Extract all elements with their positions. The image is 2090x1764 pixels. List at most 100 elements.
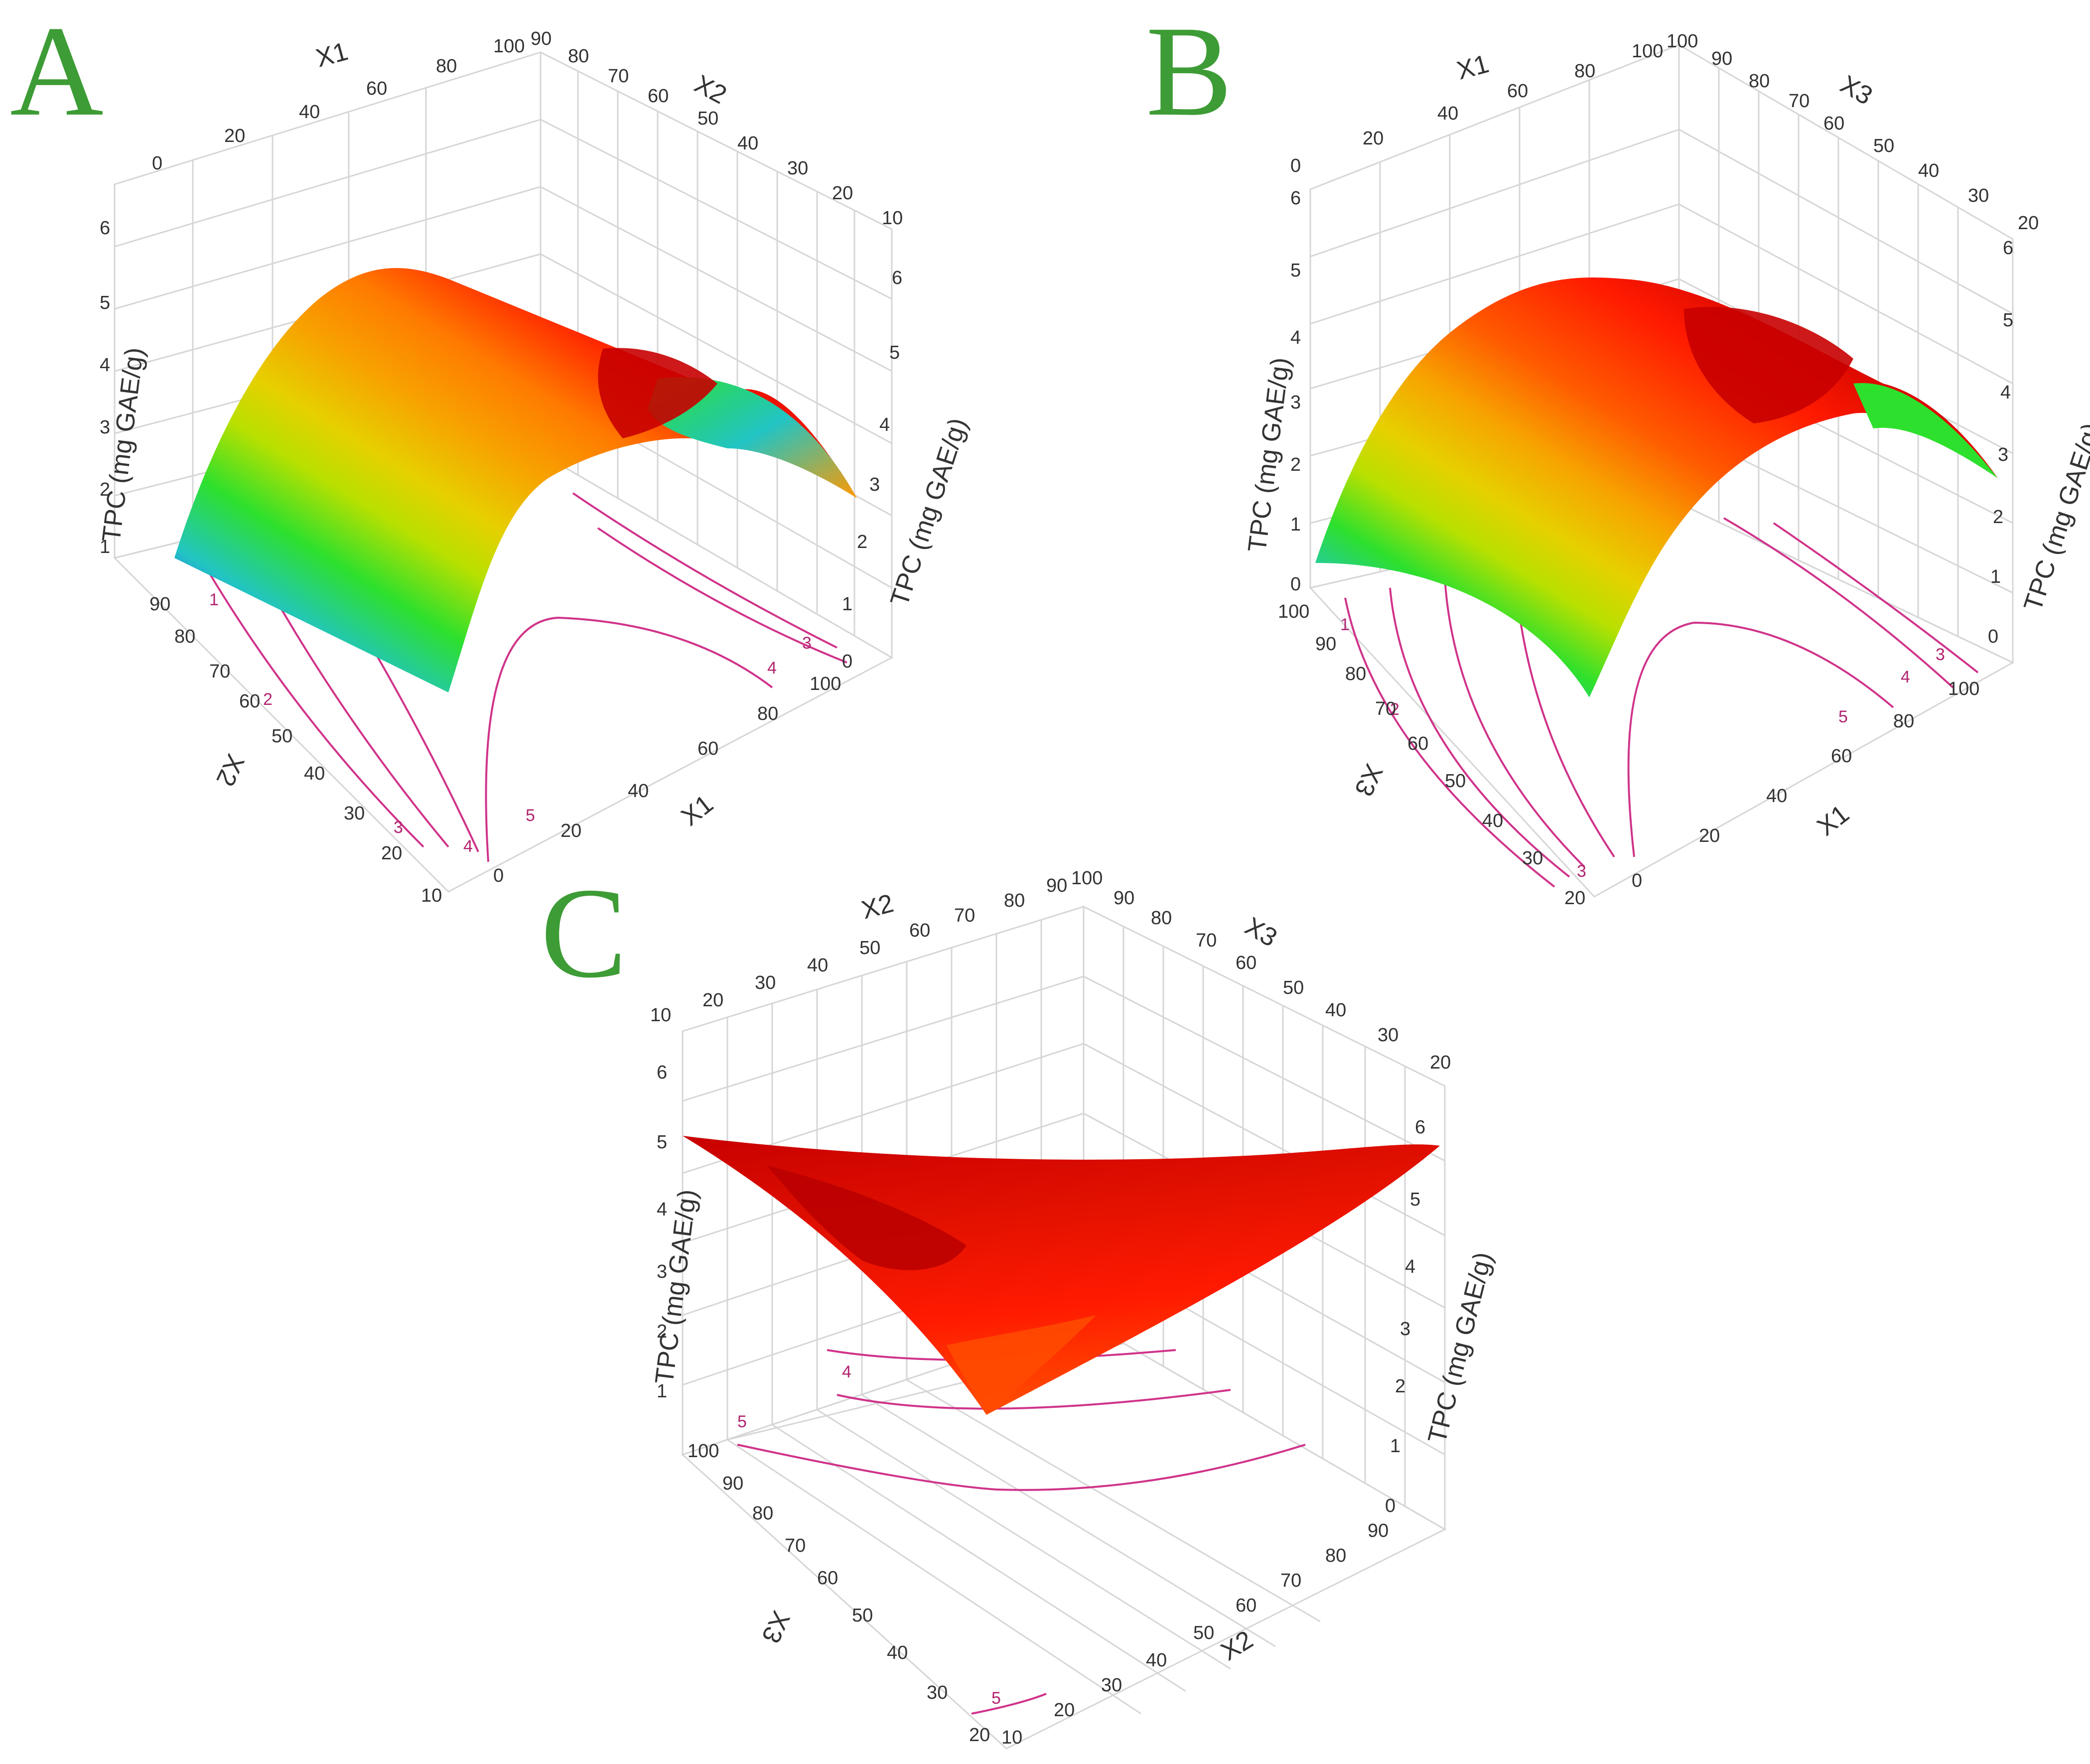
panel-a: A 1 2 3 (10, 0, 973, 906)
tick-label: 100 (1071, 868, 1103, 889)
panel-a-contours: 1 2 3 4 5 4 3 (208, 492, 847, 862)
tick-label: 3 (1400, 1319, 1410, 1340)
tick-label: 50 (1873, 136, 1894, 156)
tick-label: 60 (697, 738, 718, 759)
tick-label: 4 (1405, 1256, 1415, 1277)
tick-label: 2 (857, 532, 867, 552)
tick-label: 40 (1918, 160, 1939, 181)
tick-label: 3 (1998, 444, 2008, 465)
tick-label: 0 (1988, 626, 1998, 647)
tick-label: 6 (657, 1062, 667, 1083)
tick-label: 20 (1430, 1052, 1451, 1073)
panel-b-bottom-y-title: X3 (1349, 760, 1388, 801)
panel-a-bottom-y-title: X2 (210, 750, 250, 791)
panel-b-top-y-title: X3 (1835, 70, 1877, 111)
tick-label: 2 (1395, 1376, 1405, 1397)
tick-label: 80 (1345, 664, 1366, 684)
panel-c-surface (683, 1136, 1440, 1415)
tick-label: 50 (1445, 771, 1466, 792)
tick-label: 6 (100, 218, 110, 239)
tick-label: 100 (1667, 31, 1698, 52)
tick-label: 4 (100, 355, 110, 376)
tick-label: 3 (1290, 392, 1301, 413)
tick-label: 30 (1378, 1025, 1398, 1046)
tick-label: 40 (1437, 103, 1458, 124)
contour-label: 3 (802, 634, 812, 653)
tick-label: 20 (381, 843, 402, 864)
tick-label: 1 (842, 594, 852, 615)
tick-label: 6 (2003, 238, 2013, 259)
tick-label: 30 (787, 158, 808, 179)
tick-label: 30 (1968, 185, 1989, 206)
tick-label: 60 (1823, 113, 1844, 134)
panel-a-right-z-title: TPC (mg GAE/g) (885, 414, 973, 610)
tick-label: 70 (209, 661, 230, 682)
tick-label: 40 (807, 955, 828, 976)
tick-label: 50 (697, 108, 718, 129)
tick-label: 70 (1789, 91, 1810, 112)
tick-label: 60 (1407, 733, 1428, 754)
tick-label: 0 (152, 153, 162, 174)
tick-label: 6 (1290, 188, 1301, 209)
tick-label: 20 (1699, 825, 1720, 846)
tick-label: 30 (344, 803, 365, 824)
tick-label: 90 (149, 594, 170, 615)
tick-label: 70 (1375, 698, 1396, 719)
tick-label: 20 (1363, 128, 1384, 149)
tick-label: 5 (1410, 1189, 1420, 1210)
contour-label: 5 (991, 1689, 1001, 1708)
tick-label: 40 (1766, 786, 1787, 807)
contour-label: 2 (1390, 700, 1399, 719)
contour-label: 4 (767, 659, 777, 678)
panel-c-top-y-title: X3 (1240, 912, 1282, 952)
tick-label: 0 (1290, 574, 1301, 595)
tick-label: 5 (100, 292, 110, 313)
contour-label: 2 (263, 690, 273, 709)
tick-label: 0 (1385, 1495, 1395, 1516)
tick-label: 10 (421, 885, 442, 906)
tick-label: 70 (954, 905, 975, 926)
tick-label: 3 (100, 417, 110, 438)
tick-label: 60 (366, 78, 387, 99)
tick-label: 50 (852, 1605, 873, 1626)
panel-b-bottom-x-title: X1 (1812, 800, 1855, 842)
tick-label: 60 (1831, 746, 1852, 767)
tick-label: 40 (304, 763, 325, 784)
tick-label: 90 (1368, 1520, 1389, 1541)
tick-label: 2 (657, 1321, 667, 1342)
tick-label: 3 (657, 1261, 667, 1282)
tick-label: 50 (1193, 1623, 1214, 1643)
tick-label: 0 (842, 651, 852, 672)
panel-c-top-x-title: X2 (858, 889, 896, 925)
panel-a-surface (174, 268, 857, 692)
tick-label: 20 (1054, 1700, 1075, 1721)
contour-label: 5 (737, 1412, 747, 1431)
tick-label: 20 (1564, 888, 1585, 909)
tick-label: 6 (892, 268, 902, 288)
tick-label: 20 (2018, 213, 2039, 234)
panel-b-top-x-title: X1 (1454, 49, 1492, 85)
tick-label: 80 (1151, 908, 1172, 929)
panel-b-ticks: 0 20 40 60 80 100 100 90 80 70 60 50 40 … (1278, 31, 2039, 909)
tick-label: 60 (1507, 81, 1528, 102)
tick-label: 30 (1522, 848, 1543, 869)
tick-label: 40 (1146, 1650, 1167, 1671)
tick-label: 80 (1004, 890, 1025, 911)
tick-label: 90 (722, 1473, 743, 1494)
tick-label: 10 (1001, 1727, 1022, 1748)
tick-label: 90 (1046, 875, 1067, 896)
contour-label: 4 (842, 1362, 851, 1381)
panel-letter-a: A (10, 0, 104, 143)
tick-label: 0 (1290, 155, 1301, 176)
tick-label: 40 (299, 102, 320, 123)
tick-label: 4 (1290, 327, 1301, 348)
tick-label: 60 (1236, 952, 1256, 973)
tick-label: 10 (650, 1005, 671, 1026)
tick-label: 0 (1632, 870, 1642, 891)
tick-label: 4 (879, 414, 890, 435)
tick-label: 90 (1711, 48, 1732, 69)
tick-label: 20 (702, 990, 723, 1011)
tick-label: 100 (493, 36, 525, 57)
contour-label: 3 (1577, 862, 1586, 881)
tick-label: 90 (1315, 634, 1336, 655)
